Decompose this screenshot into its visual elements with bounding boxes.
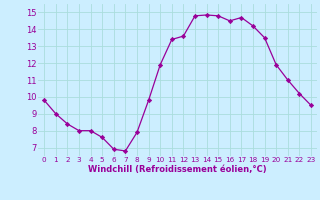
X-axis label: Windchill (Refroidissement éolien,°C): Windchill (Refroidissement éolien,°C) (88, 165, 267, 174)
